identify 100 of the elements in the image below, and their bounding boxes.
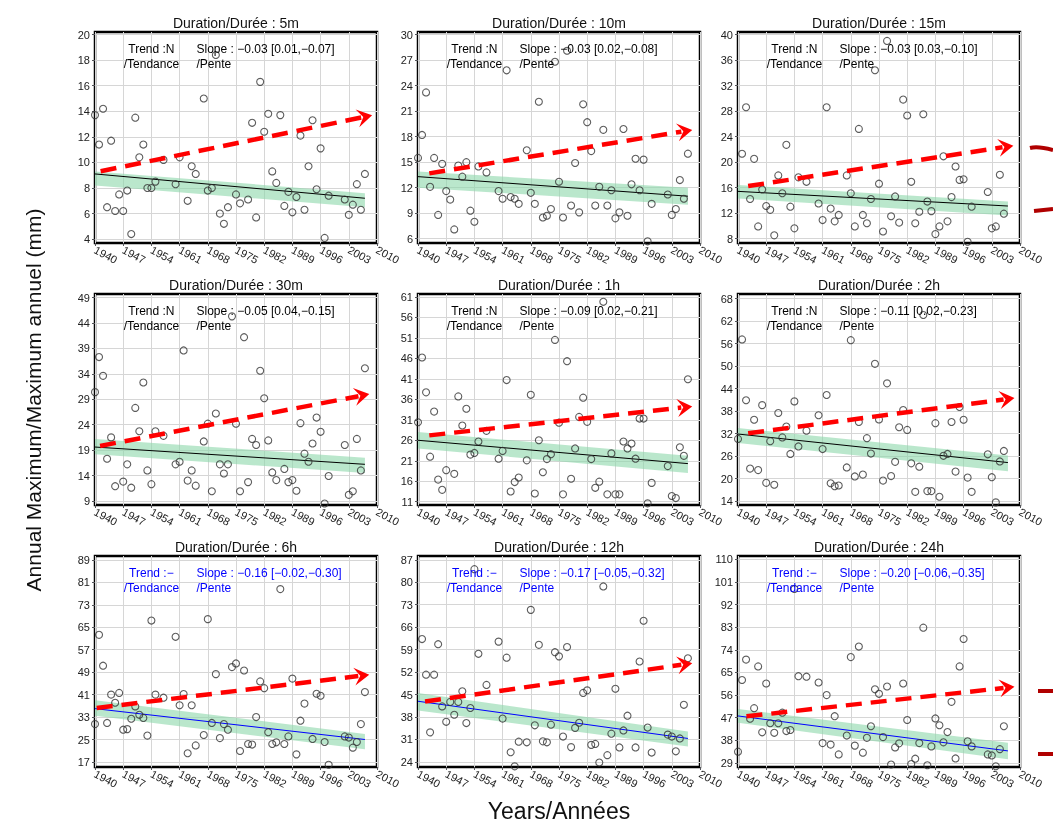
point xyxy=(814,678,823,687)
y-tick-label: 28 xyxy=(720,105,733,118)
point xyxy=(103,454,112,463)
point xyxy=(131,403,140,412)
point xyxy=(611,490,620,499)
y-tick-label: 101 xyxy=(714,575,733,588)
x-tick-label: 2010 xyxy=(697,243,725,266)
point xyxy=(991,498,1000,507)
point xyxy=(466,450,475,459)
point xyxy=(878,733,888,742)
y-tick-label: 38 xyxy=(720,405,733,418)
point xyxy=(943,727,952,737)
point xyxy=(842,171,851,180)
point xyxy=(462,404,471,413)
y-tick-label: 92 xyxy=(720,598,733,611)
point xyxy=(959,175,968,184)
point xyxy=(967,742,976,751)
point xyxy=(915,462,924,471)
y-tick-label: 9 xyxy=(83,494,90,507)
x-tick-label: 1947 xyxy=(443,767,471,790)
x-tick-label: 1947 xyxy=(120,505,148,528)
y-tick-label: 18 xyxy=(400,130,413,143)
point xyxy=(284,732,293,741)
y-tick-label: 9 xyxy=(406,207,413,220)
point xyxy=(790,397,799,406)
point xyxy=(766,205,775,214)
point xyxy=(203,615,212,624)
point xyxy=(794,173,803,182)
point xyxy=(758,185,767,194)
point xyxy=(770,480,779,489)
point xyxy=(324,471,333,481)
point xyxy=(272,178,281,187)
point xyxy=(891,457,900,466)
point xyxy=(442,717,451,726)
point xyxy=(94,353,104,362)
point xyxy=(754,662,763,671)
x-tick-label: 1968 xyxy=(847,243,876,266)
point xyxy=(643,723,652,732)
x-tick-label: 1982 xyxy=(904,505,932,528)
point xyxy=(352,434,361,443)
point xyxy=(862,219,871,228)
point xyxy=(623,711,632,720)
point xyxy=(143,466,152,475)
y-tick-label: 32 xyxy=(720,79,733,92)
x-tick-label: 1961 xyxy=(176,505,204,528)
point xyxy=(256,366,265,375)
y-tick-label: 31 xyxy=(400,733,413,746)
point xyxy=(679,451,688,460)
point xyxy=(147,480,156,489)
point xyxy=(987,751,996,760)
annotation: Slope : −0.11 [0.02,−0.23] /Pente xyxy=(839,303,977,333)
y-tick-label: 24 xyxy=(720,130,733,143)
point xyxy=(750,415,759,424)
point xyxy=(778,189,787,198)
point xyxy=(526,390,535,399)
annotation: Trend :N /Tendance xyxy=(446,41,503,71)
point xyxy=(99,371,108,380)
point xyxy=(758,401,767,410)
point xyxy=(175,701,184,710)
point xyxy=(466,703,475,713)
point xyxy=(151,690,160,699)
x-tick-label: 1947 xyxy=(763,243,791,266)
x-tick-label: 1989 xyxy=(289,243,317,266)
point xyxy=(834,481,843,490)
point xyxy=(931,714,940,723)
point xyxy=(256,677,265,686)
x-tick-label: 2003 xyxy=(668,505,697,528)
point xyxy=(870,685,880,694)
x-tick-label: 1982 xyxy=(261,505,289,528)
point xyxy=(127,714,136,723)
point xyxy=(502,375,511,385)
x-tick-label: 1975 xyxy=(556,505,584,528)
point xyxy=(187,162,196,171)
point xyxy=(911,754,920,763)
y-tick-label: 26 xyxy=(400,434,413,447)
point xyxy=(862,733,871,742)
point xyxy=(903,715,912,725)
point xyxy=(227,663,237,672)
y-tick-label: 29 xyxy=(720,756,733,769)
point xyxy=(183,196,192,205)
point xyxy=(215,209,224,218)
x-tick-label: 1961 xyxy=(819,243,847,266)
point xyxy=(826,740,835,749)
x-tick-label: 1996 xyxy=(317,767,345,790)
point xyxy=(818,445,827,454)
point xyxy=(119,206,128,216)
point xyxy=(599,582,608,591)
annotation: Slope : −0.05 [0.04,−0.15] /Pente xyxy=(196,303,335,333)
point xyxy=(631,454,640,463)
point xyxy=(231,659,241,668)
point xyxy=(583,686,592,695)
point xyxy=(470,448,479,458)
point xyxy=(895,423,904,432)
x-tick-label: 2003 xyxy=(345,243,374,266)
point xyxy=(538,468,547,477)
point xyxy=(951,162,960,171)
x-tick-label: 1989 xyxy=(289,505,317,528)
x-tick-label: 1968 xyxy=(527,505,556,528)
point xyxy=(324,191,333,200)
x-tick-label: 1961 xyxy=(499,767,527,790)
